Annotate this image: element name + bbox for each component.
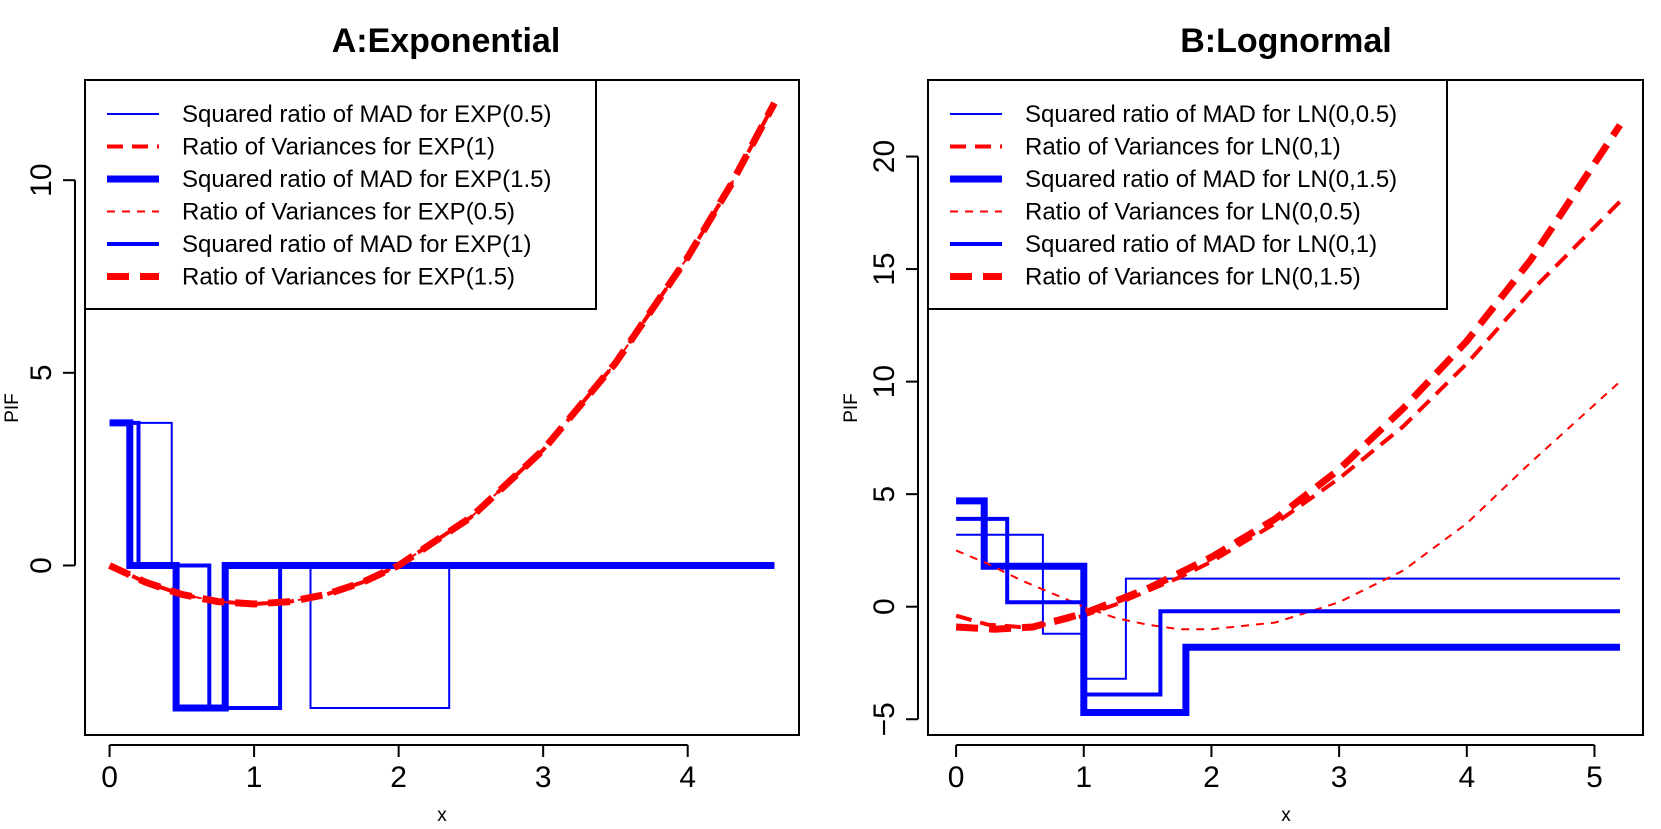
- y-tick-label: 15: [868, 252, 901, 285]
- legend: Squared ratio of MAD for LN(0,0.5) Ratio …: [927, 79, 1448, 310]
- legend-box: [84, 79, 597, 310]
- legend-box: [927, 79, 1448, 310]
- y-axis: 0 5 10: [25, 163, 76, 574]
- y-tick-label: 20: [868, 140, 901, 173]
- x-tick-label: 0: [101, 761, 118, 794]
- legend-entry: Squared ratio of MAD for EXP(1): [182, 231, 531, 258]
- legend-entry: Ratio of Variances for LN(0,1): [1025, 134, 1341, 161]
- x-tick-label: 3: [535, 761, 552, 794]
- series-line-6: [955, 123, 1623, 633]
- x-tick-label: 3: [1331, 761, 1348, 794]
- y-tick-label: 10: [868, 365, 901, 398]
- legend-entry: Squared ratio of MAD for LN(0,0.5): [1025, 101, 1397, 128]
- y-tick-label: −5: [868, 702, 901, 736]
- x-tick-label: 5: [1586, 761, 1603, 794]
- y-tick-label: 5: [868, 486, 901, 503]
- x-tick-label: 4: [1458, 761, 1475, 794]
- legend-entry: Squared ratio of MAD for LN(0,1.5): [1025, 166, 1397, 193]
- y-tick-label: 5: [25, 364, 58, 381]
- y-axis: −5 0 5 10 15 20: [868, 140, 919, 736]
- y-axis-label: PIF: [2, 393, 23, 423]
- legend-entry: Ratio of Variances for LN(0,1.5): [1025, 264, 1361, 291]
- x-tick-label: 1: [1075, 761, 1092, 794]
- chart-title: A:Exponential: [332, 22, 561, 60]
- chart-title: B:Lognormal: [1180, 22, 1392, 60]
- legend-entry: Ratio of Variances for EXP(0.5): [182, 199, 515, 226]
- panel-a: A:Exponential 0 1 2 3 4 0 5 10 x PIF Squared r…: [2, 22, 800, 826]
- legend-entry: Squared ratio of MAD for EXP(1.5): [182, 166, 552, 193]
- x-tick-label: 4: [679, 761, 696, 794]
- x-tick-label: 0: [948, 761, 965, 794]
- series-line-3: [109, 419, 775, 712]
- series-line-5: [956, 516, 1620, 697]
- y-tick-label: 0: [25, 557, 58, 574]
- legend-entry: Ratio of Variances for LN(0,0.5): [1025, 199, 1361, 226]
- series-line-4: [109, 102, 776, 606]
- x-axis: 0 1 2 3 4: [101, 744, 696, 794]
- x-tick-label: 2: [1203, 761, 1220, 794]
- legend-entry: Ratio of Variances for EXP(1.5): [182, 264, 515, 291]
- series-line-5: [109, 420, 775, 710]
- x-axis-label: x: [437, 805, 447, 826]
- series-line-1: [956, 533, 1620, 680]
- x-axis-label: x: [1281, 805, 1291, 826]
- y-axis-label: PIF: [841, 393, 862, 423]
- legend-entry: Ratio of Variances for EXP(1): [182, 134, 495, 161]
- legend-entry: Squared ratio of MAD for LN(0,1): [1025, 231, 1377, 258]
- legend: Squared ratio of MAD for EXP(0.5) Ratio o…: [84, 79, 597, 310]
- series-line-3: [956, 497, 1620, 716]
- legend-entry: Squared ratio of MAD for EXP(0.5): [182, 101, 552, 128]
- series-line-4: [955, 380, 1621, 631]
- x-axis: 0 1 2 3 4 5: [948, 744, 1603, 794]
- plot-area: [108, 101, 778, 712]
- plot-area: [955, 123, 1623, 716]
- panel-b: B:Lognormal 0 1 2 3 4 5 −5 0 5 10 15 20 x PIF Squa…: [841, 22, 1644, 826]
- x-tick-label: 1: [246, 761, 263, 794]
- y-tick-label: 0: [868, 598, 901, 615]
- x-tick-label: 2: [390, 761, 407, 794]
- y-tick-label: 10: [25, 163, 58, 196]
